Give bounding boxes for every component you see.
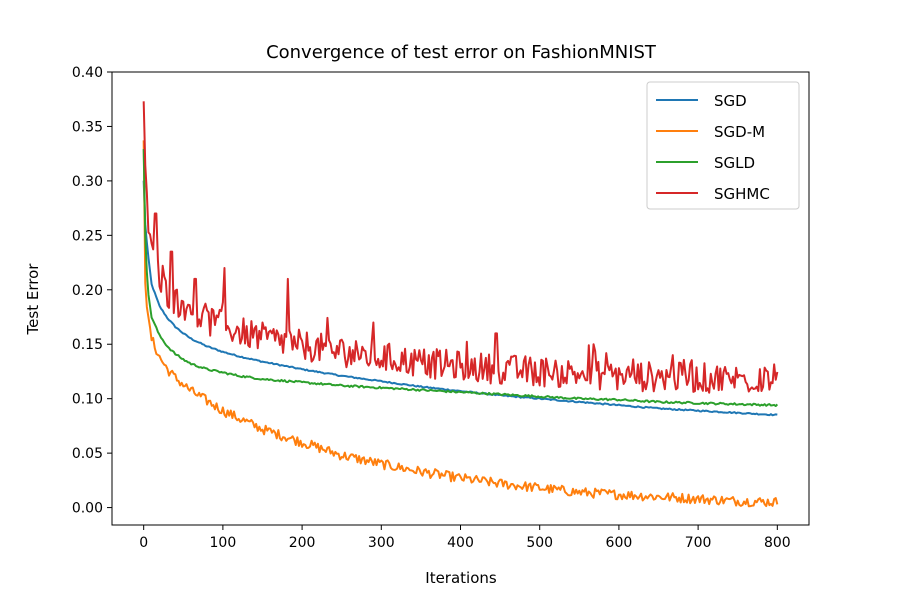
x-tick-label: 100 — [210, 535, 237, 551]
x-axis: 0 100 200 300 400 500 600 700 800 — [139, 525, 791, 551]
legend-label: SGLD — [714, 154, 755, 172]
series-layer — [142, 101, 779, 508]
x-tick-label: 600 — [606, 535, 633, 551]
y-tick-label: 0.20 — [72, 283, 103, 299]
x-axis-label: Iterations — [425, 569, 497, 587]
y-axis: 0.00 0.05 0.10 0.15 0.20 0.25 0.30 0.35 0.40 — [72, 65, 112, 517]
y-tick-label: 0.10 — [72, 392, 103, 408]
x-tick-label: 400 — [447, 535, 474, 551]
series-line-sgd — [142, 180, 778, 417]
x-tick-label: 300 — [368, 535, 395, 551]
y-tick-label: 0.40 — [72, 65, 103, 81]
series-line-sgd-m — [142, 140, 779, 508]
x-tick-label: 500 — [526, 535, 553, 551]
x-tick-label: 700 — [685, 535, 712, 551]
x-tick-label: 0 — [139, 535, 148, 551]
y-tick-label: 0.15 — [72, 337, 103, 353]
chart-title: Convergence of test error on FashionMNIS… — [266, 42, 657, 63]
legend: SGD SGD-M SGLD SGHMC — [646, 81, 800, 210]
y-tick-label: 0.35 — [72, 119, 103, 135]
legend-label: SGHMC — [714, 185, 770, 203]
y-axis-label: Test Error — [24, 263, 42, 336]
legend-label: SGD-M — [714, 123, 765, 141]
y-tick-label: 0.25 — [72, 228, 103, 244]
y-tick-label: 0.05 — [72, 446, 103, 462]
series-line-sghmc — [142, 101, 779, 394]
x-tick-label: 800 — [764, 535, 791, 551]
series-line-sgld — [142, 149, 779, 408]
legend-box — [646, 81, 800, 210]
y-tick-label: 0.00 — [72, 501, 103, 517]
legend-label: SGD — [714, 92, 747, 110]
x-tick-label: 200 — [289, 535, 316, 551]
y-tick-label: 0.30 — [72, 174, 103, 190]
